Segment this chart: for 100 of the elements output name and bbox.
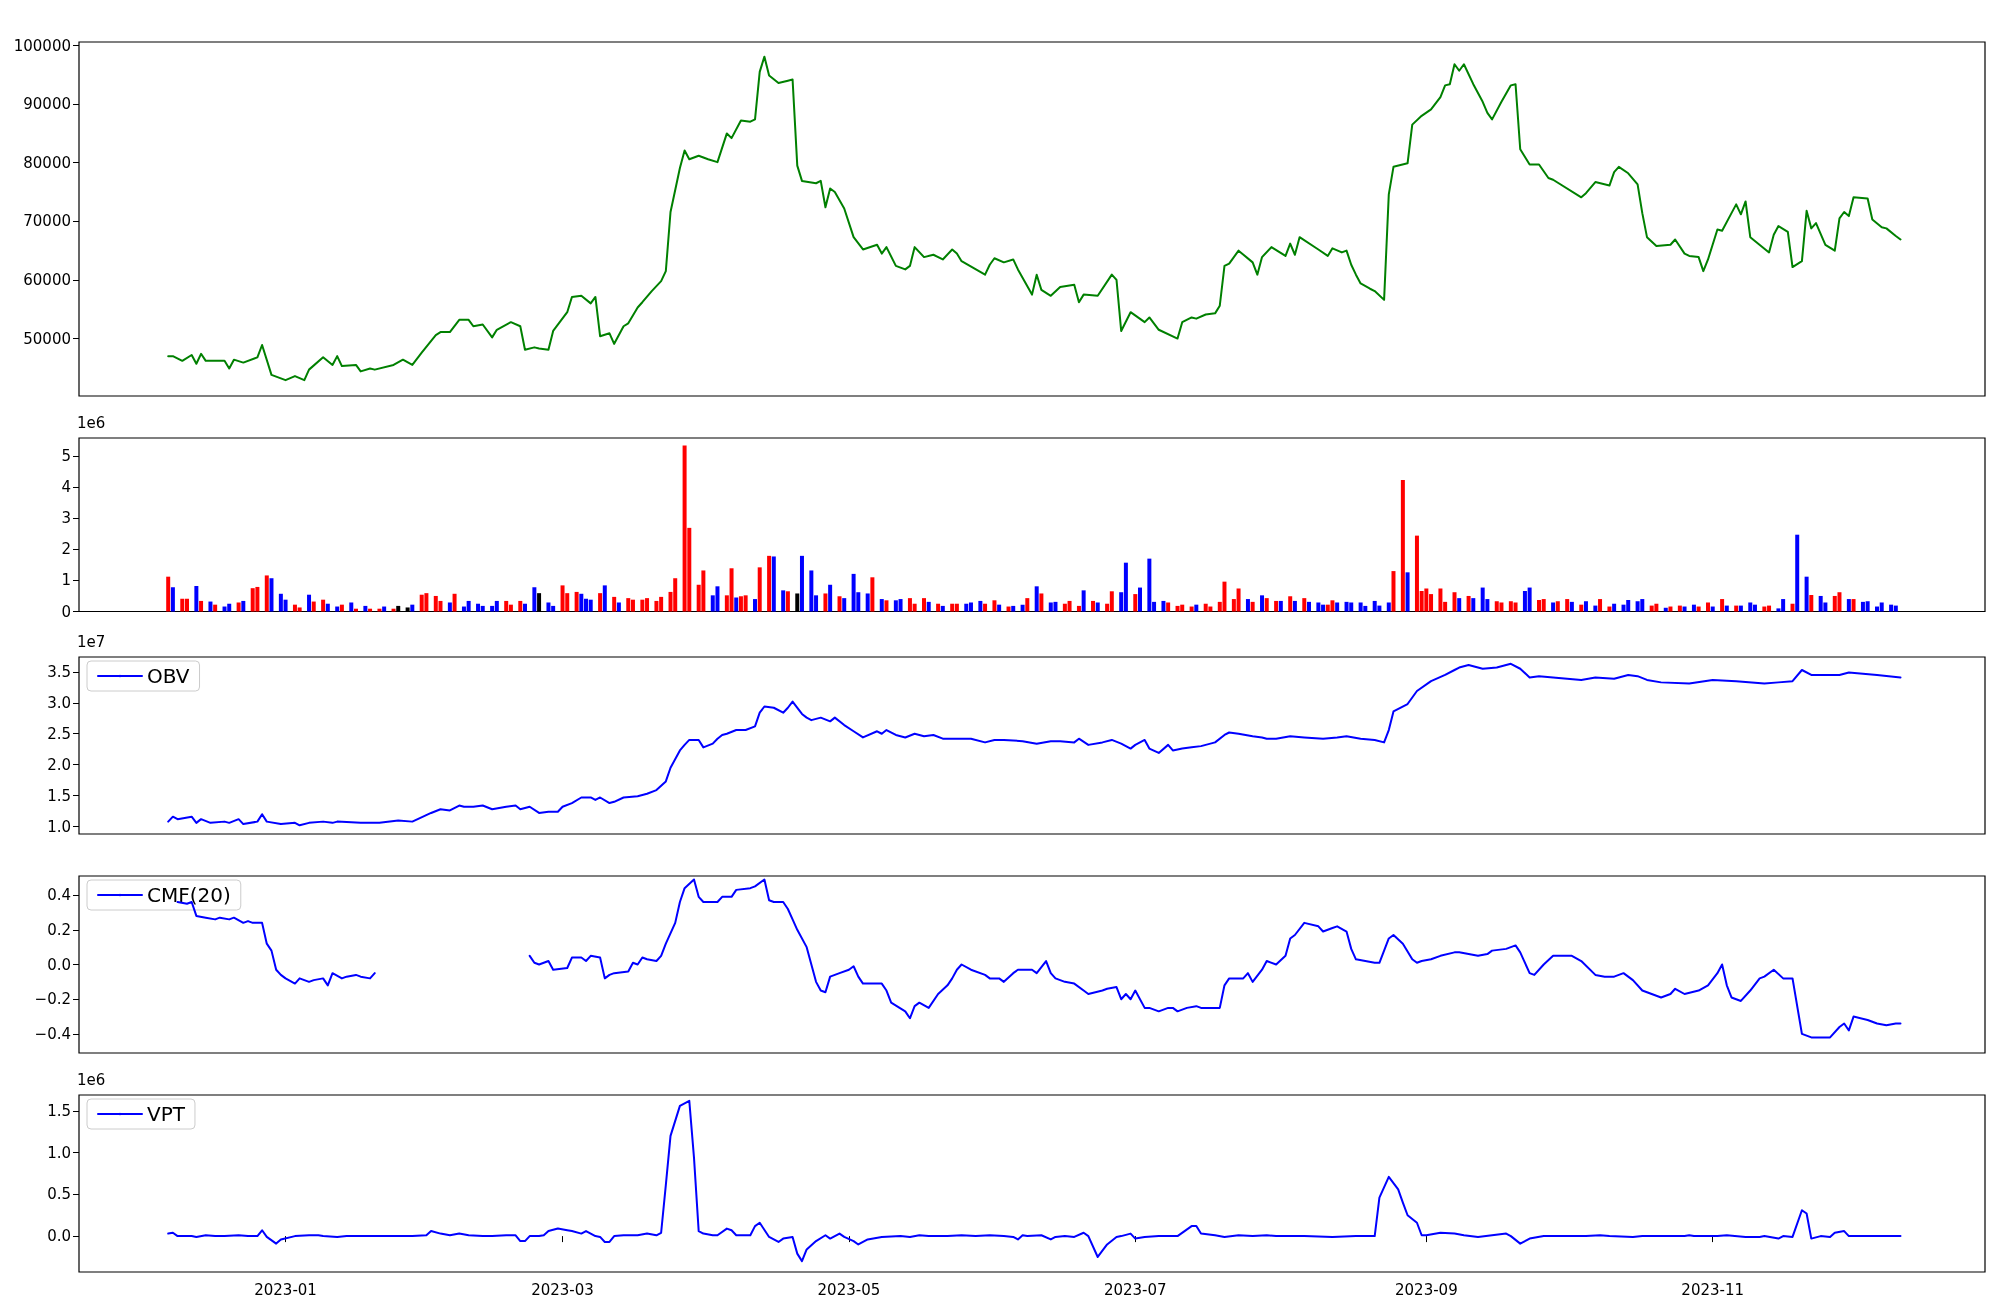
bar	[1748, 602, 1753, 612]
y-tick-label: 1.5	[47, 786, 71, 805]
bar	[353, 608, 358, 612]
legend-label: OBV	[147, 664, 190, 688]
bar	[978, 600, 983, 612]
bar	[166, 576, 171, 612]
bar	[1147, 558, 1152, 612]
bar	[992, 600, 997, 612]
bar	[1499, 602, 1504, 612]
bar	[480, 605, 485, 612]
bar	[1438, 588, 1443, 612]
bar	[954, 603, 959, 612]
bar	[1579, 604, 1584, 612]
bar	[574, 591, 579, 612]
bar	[1076, 605, 1081, 612]
bar	[264, 575, 269, 612]
bar	[1724, 605, 1729, 612]
bar	[1091, 600, 1096, 612]
bar	[1706, 602, 1711, 612]
bar	[1161, 600, 1166, 612]
bar	[1893, 605, 1898, 612]
bar	[1649, 605, 1654, 612]
bar	[1846, 599, 1851, 612]
bar	[255, 586, 260, 612]
bar	[1208, 606, 1213, 612]
bar	[213, 604, 218, 612]
bar	[269, 578, 274, 612]
bar	[1222, 581, 1227, 612]
bar	[438, 600, 443, 612]
x-tick-label: 2023-03	[531, 1280, 594, 1299]
y-tick-label: 0.2	[47, 920, 71, 939]
bar	[522, 603, 527, 612]
bar	[208, 601, 213, 612]
bar	[1551, 602, 1556, 612]
y-tick-label: 2.5	[47, 724, 71, 743]
bar	[1635, 601, 1640, 612]
bar	[1325, 604, 1330, 612]
bar	[602, 585, 607, 612]
bar	[1494, 601, 1499, 612]
bar	[950, 603, 955, 612]
bar	[452, 593, 457, 612]
bar	[307, 594, 312, 612]
y-tick-label: 3	[61, 509, 71, 528]
bar	[1593, 605, 1598, 612]
bar	[682, 445, 687, 612]
bar	[1335, 602, 1340, 612]
bar	[640, 599, 645, 612]
y-tick-label: 1	[61, 571, 71, 590]
y-tick-label: 3.5	[47, 662, 71, 681]
bar	[1677, 605, 1682, 612]
bar	[1710, 606, 1715, 612]
bar	[1621, 604, 1626, 612]
bar	[297, 607, 302, 612]
y-tick-label: 1.5	[47, 1101, 71, 1120]
bar	[377, 608, 382, 612]
bar	[964, 603, 969, 612]
bar	[898, 599, 903, 612]
bar	[1236, 588, 1241, 612]
bar	[1424, 588, 1429, 612]
bar	[1682, 606, 1687, 612]
bar	[630, 599, 635, 612]
bar	[1034, 586, 1039, 612]
bar	[1048, 602, 1053, 612]
bar	[339, 604, 344, 612]
bar	[1006, 606, 1011, 612]
bar	[983, 603, 988, 612]
bar	[311, 601, 316, 612]
bar	[828, 584, 833, 612]
bar	[1734, 605, 1739, 612]
bar	[170, 587, 175, 612]
bar	[1851, 599, 1856, 612]
bar	[785, 591, 790, 612]
bar	[466, 600, 471, 612]
bar	[1569, 601, 1574, 612]
legend-label: VPT	[147, 1102, 186, 1126]
bar	[1738, 605, 1743, 612]
bar	[1344, 601, 1349, 612]
bar	[1790, 603, 1795, 612]
x-tick-label: 2023-07	[1103, 1280, 1167, 1299]
bar	[842, 598, 847, 612]
bar	[1466, 595, 1471, 612]
bar	[997, 604, 1002, 612]
bar	[837, 596, 842, 612]
y-tick-label: 80000	[23, 153, 71, 172]
bar	[1260, 595, 1265, 612]
y-tick-label: 5	[61, 447, 71, 466]
bar	[654, 600, 659, 612]
bar	[1203, 603, 1208, 612]
y-tick-label: 90000	[23, 95, 71, 114]
bar	[1020, 604, 1025, 612]
bar	[1067, 600, 1072, 612]
bar	[1832, 595, 1837, 612]
bar	[1818, 595, 1823, 612]
bar	[1696, 606, 1701, 612]
bar	[940, 605, 945, 612]
bar	[743, 595, 748, 612]
y-tick-label: 60000	[23, 270, 71, 289]
bar	[241, 600, 246, 612]
bar	[1095, 602, 1100, 612]
bar	[1720, 599, 1725, 612]
